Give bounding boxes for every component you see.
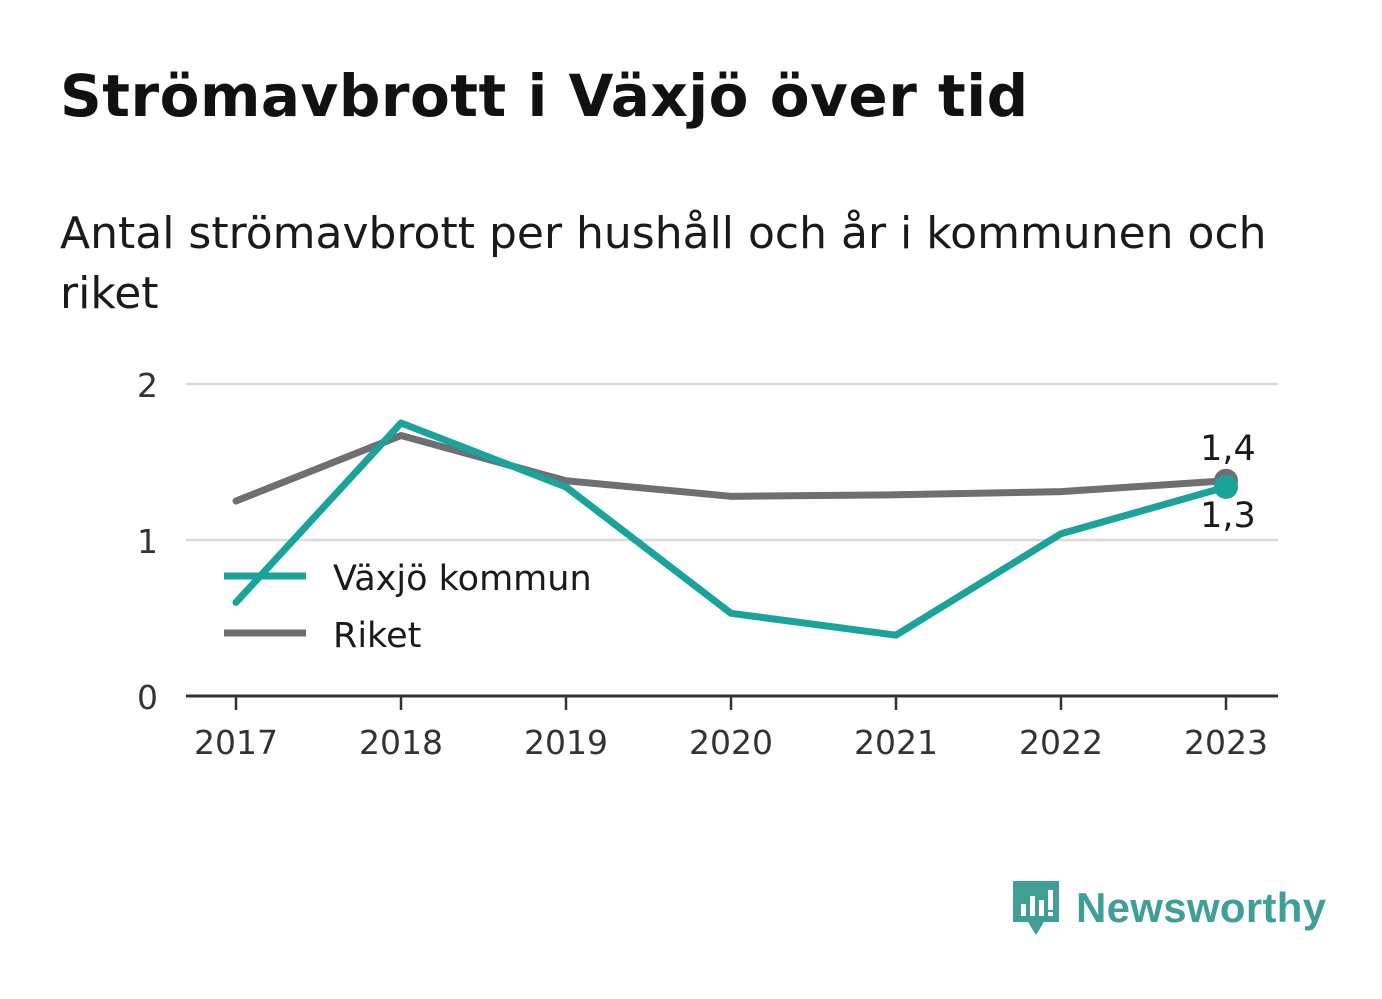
end-label-vaxjo: 1,3	[1200, 496, 1256, 536]
chart-title: Strömavbrott i Växjö över tid	[60, 62, 1029, 130]
newsworthy-logo-icon	[1013, 881, 1059, 935]
x-tick-label: 2018	[359, 723, 443, 762]
y-tick-label: 1	[137, 522, 158, 561]
x-tick-label: 2023	[1184, 723, 1268, 762]
legend-label-vaxjo: Växjö kommun	[333, 559, 592, 599]
legend-label-riket: Riket	[333, 616, 421, 656]
x-axis: 2017 2018 2019 2020 2021 2022 2023	[186, 694, 1278, 762]
gridlines	[186, 382, 1278, 542]
brand-logo: Newsworthy	[1010, 878, 1326, 938]
brand-name: Newsworthy	[1076, 884, 1327, 931]
x-tick-label: 2017	[194, 723, 278, 762]
end-label-riket: 1,4	[1200, 429, 1256, 469]
x-tick-label: 2022	[1019, 723, 1103, 762]
legend-item-vaxjo: Växjö kommun	[224, 559, 592, 599]
legend-item-riket: Riket	[224, 616, 421, 656]
end-markers	[1214, 468, 1238, 499]
series-line-riket	[232, 431, 1230, 505]
x-tick-label: 2020	[689, 723, 773, 762]
x-tick-label: 2019	[524, 723, 608, 762]
end-marker-vaxjo	[1214, 474, 1238, 499]
y-tick-label: 2	[137, 366, 158, 405]
x-tick-label: 2021	[854, 723, 938, 762]
series-lines	[232, 419, 1230, 639]
y-tick-label: 0	[137, 678, 158, 717]
chart-subtitle: Antal strömavbrott per hushåll och år i …	[60, 208, 1267, 319]
legend: Växjö kommun Riket	[224, 559, 592, 656]
y-axis-ticks: 0 1 2	[137, 366, 158, 717]
series-line-vaxjo	[232, 419, 1230, 639]
